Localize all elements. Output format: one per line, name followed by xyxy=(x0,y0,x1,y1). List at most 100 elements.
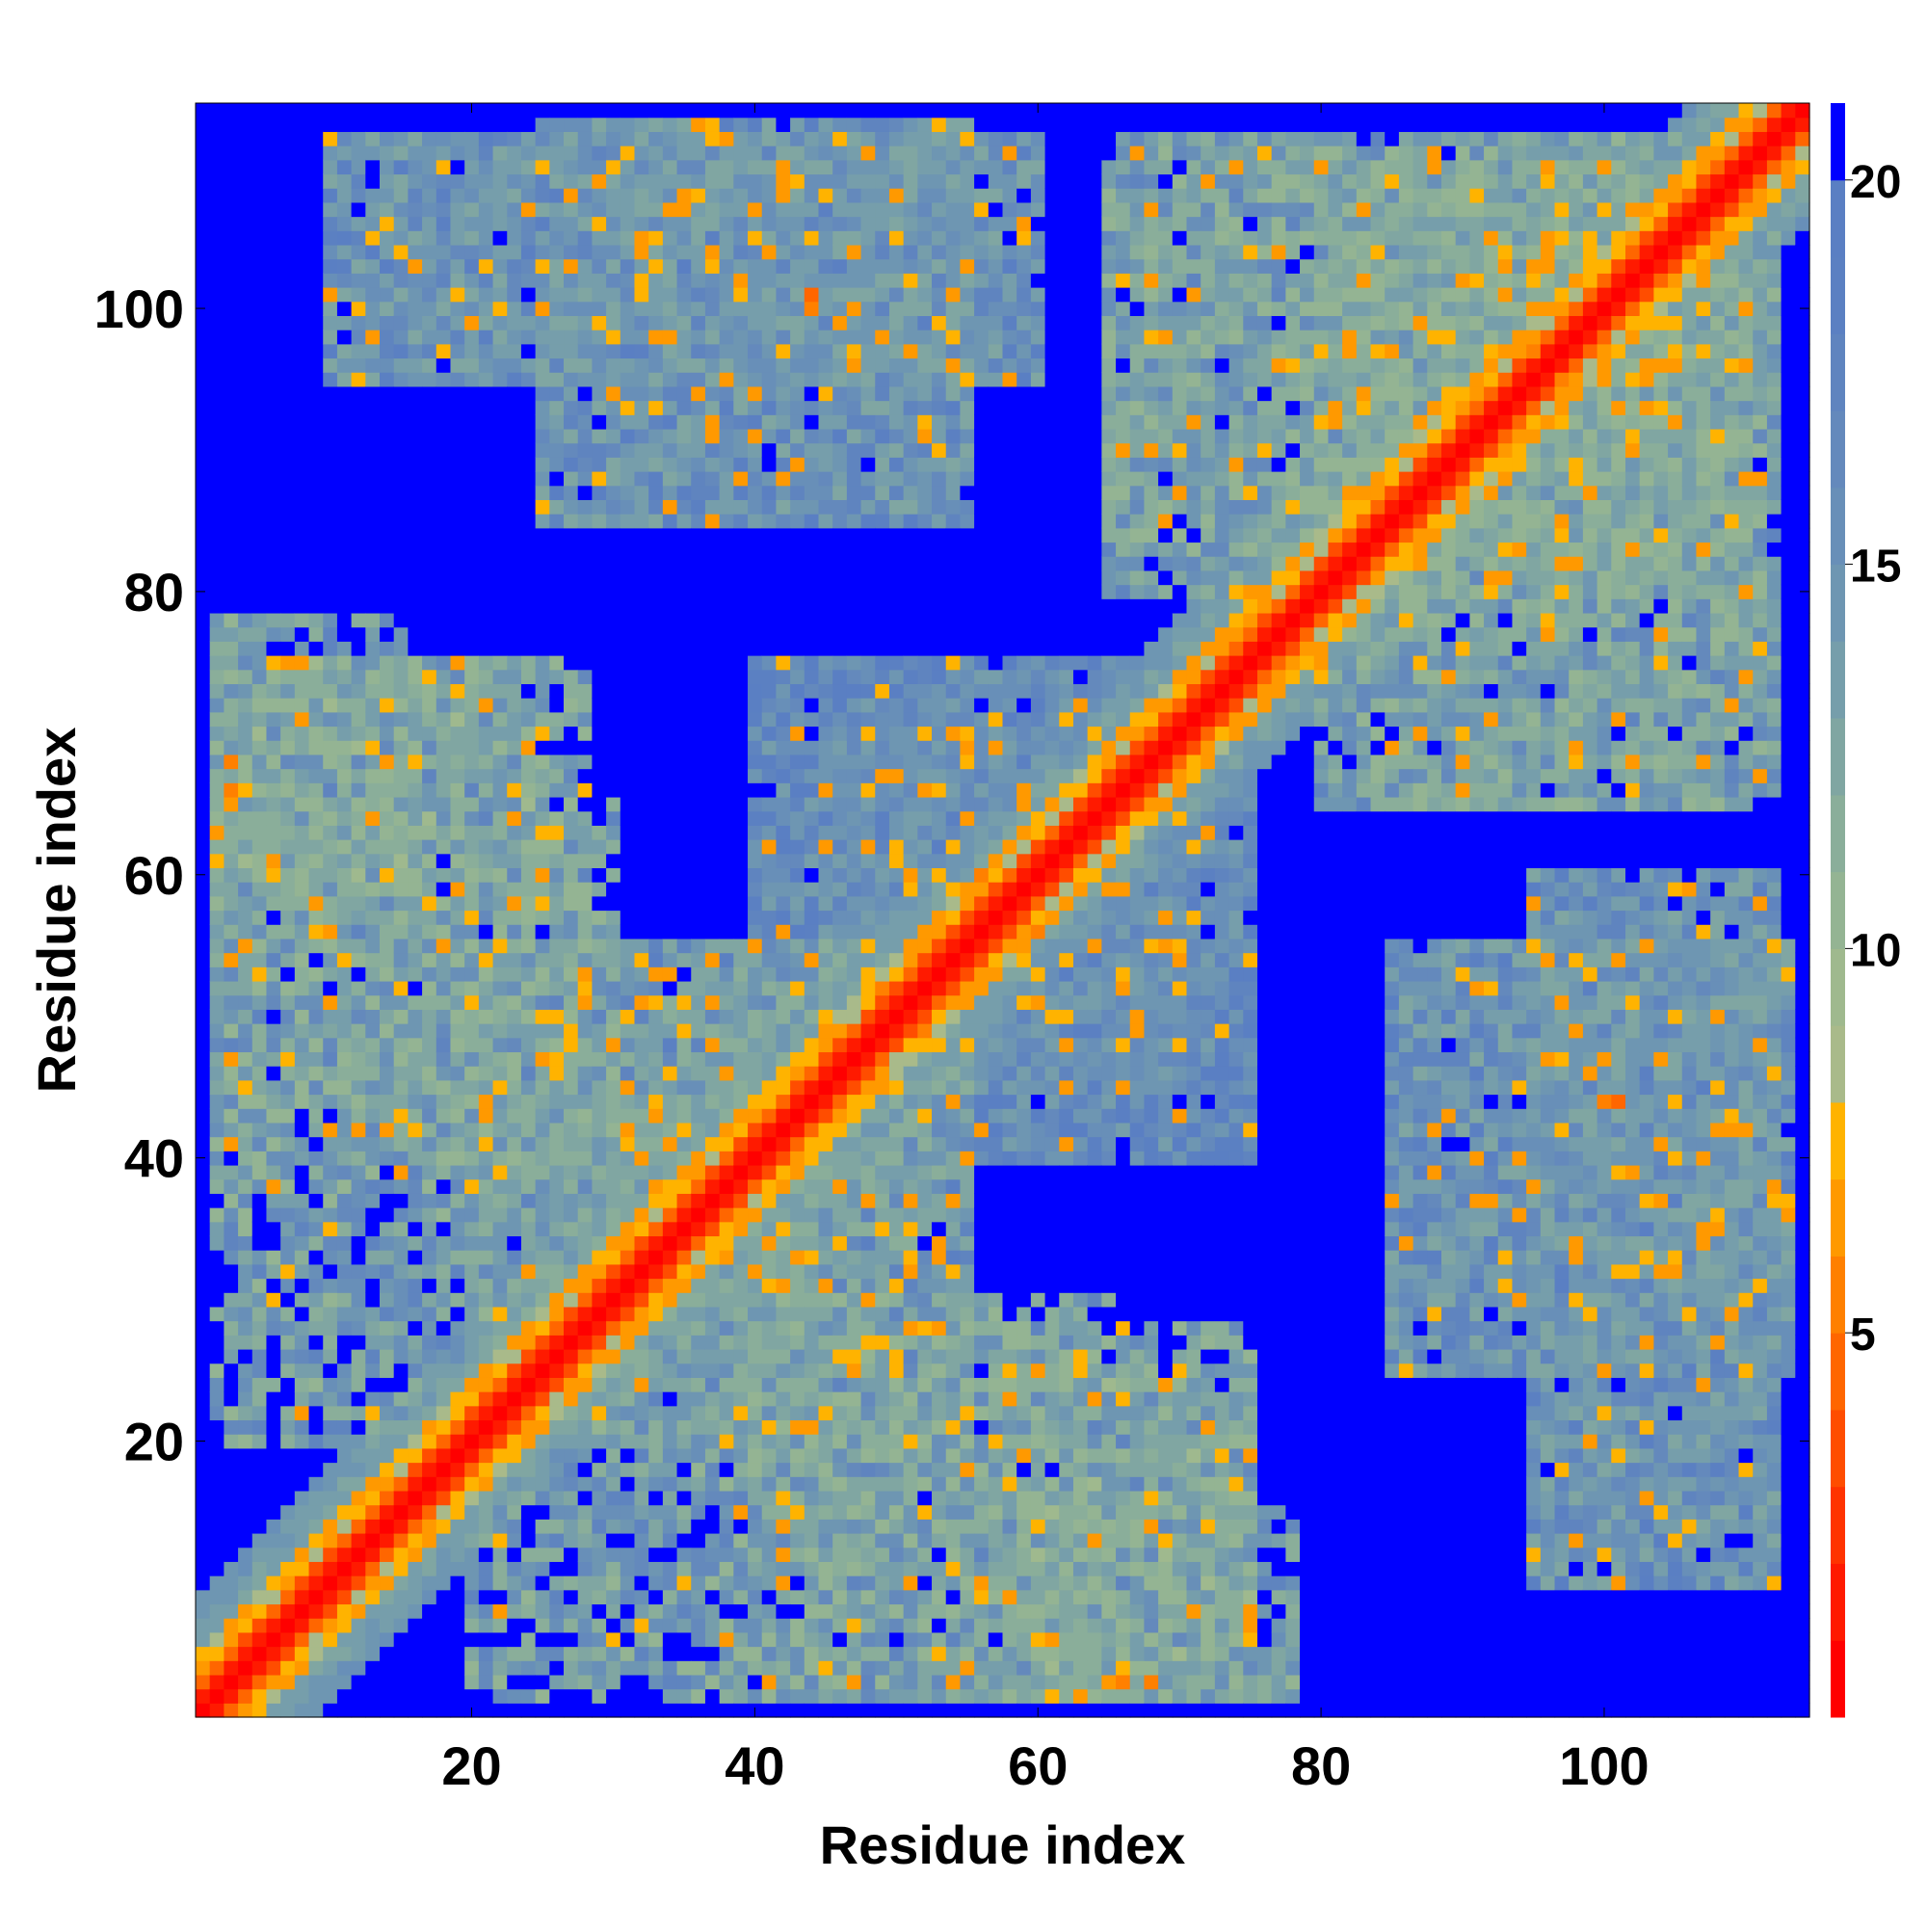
heatmap-cell xyxy=(408,1079,423,1096)
heatmap-cell xyxy=(351,485,366,500)
heatmap-cell xyxy=(209,1306,224,1322)
heatmap-cell xyxy=(620,853,636,869)
heatmap-cell xyxy=(308,980,324,996)
heatmap-cell xyxy=(662,1164,678,1180)
heatmap-cell xyxy=(351,1703,366,1718)
heatmap-cell xyxy=(520,1377,537,1392)
heatmap-cell xyxy=(704,1631,721,1648)
heatmap-cell xyxy=(719,315,734,331)
heatmap-cell xyxy=(224,1164,239,1180)
heatmap-cell xyxy=(336,1221,353,1237)
heatmap-cell xyxy=(592,1405,607,1421)
heatmap-cell xyxy=(592,669,607,685)
heatmap-cell xyxy=(280,117,296,132)
heatmap-cell xyxy=(238,768,253,783)
heatmap-cell xyxy=(564,1377,579,1392)
heatmap-cell xyxy=(380,584,395,599)
heatmap-cell xyxy=(676,994,692,1010)
heatmap-cell xyxy=(676,485,692,500)
heatmap-cell xyxy=(408,810,423,826)
heatmap-cell xyxy=(577,867,593,883)
heatmap-cell xyxy=(592,485,607,500)
heatmap-cell xyxy=(676,201,692,218)
heatmap-cell xyxy=(577,1178,593,1194)
heatmap-cell xyxy=(704,1278,721,1293)
heatmap-cell xyxy=(238,1292,253,1308)
heatmap-cell xyxy=(648,542,664,557)
heatmap-cell xyxy=(520,1164,537,1180)
heatmap-cell xyxy=(492,1108,508,1124)
heatmap-cell xyxy=(790,1434,805,1449)
heatmap-cell xyxy=(308,159,324,175)
heatmap-cell xyxy=(719,1547,734,1562)
heatmap-cell xyxy=(804,1292,820,1308)
heatmap-cell xyxy=(549,471,565,487)
heatmap-cell xyxy=(520,895,537,912)
heatmap-cell xyxy=(535,1335,550,1350)
heatmap-cell xyxy=(620,400,636,415)
heatmap-cell xyxy=(380,910,395,925)
heatmap-cell xyxy=(308,1221,324,1237)
heatmap-cell xyxy=(535,357,550,373)
heatmap-cell xyxy=(577,1504,593,1520)
heatmap-cell xyxy=(704,1519,721,1534)
heatmap-cell xyxy=(564,669,579,685)
heatmap-cell xyxy=(308,273,324,288)
heatmap-cell xyxy=(238,796,253,812)
heatmap-cell xyxy=(577,556,593,571)
heatmap-cell xyxy=(676,1193,692,1208)
heatmap-cell xyxy=(380,1051,395,1067)
heatmap-cell xyxy=(776,400,791,415)
heatmap-cell xyxy=(634,230,649,246)
heatmap-cell xyxy=(761,612,778,628)
heatmap-cell xyxy=(676,726,692,741)
heatmap-cell xyxy=(606,1306,621,1322)
heatmap-cell xyxy=(520,825,537,840)
heatmap-cell xyxy=(606,882,621,897)
heatmap-cell xyxy=(380,1618,395,1633)
heatmap-cell xyxy=(478,1674,494,1690)
heatmap-cell xyxy=(507,216,522,231)
heatmap-cell xyxy=(748,1532,763,1548)
heatmap-cell xyxy=(761,1079,778,1096)
heatmap-cell xyxy=(251,1094,268,1109)
heatmap-cell xyxy=(323,442,338,458)
heatmap-cell xyxy=(520,1136,537,1151)
heatmap-cell xyxy=(422,853,437,869)
heatmap-cell xyxy=(520,853,537,869)
heatmap-cell xyxy=(266,1207,281,1223)
heatmap-cell xyxy=(393,556,409,571)
heatmap-cell xyxy=(478,1532,494,1548)
heatmap-cell xyxy=(733,867,749,883)
heatmap-cell xyxy=(719,1151,734,1166)
heatmap-cell xyxy=(790,188,805,203)
heatmap-cell xyxy=(251,612,268,628)
heatmap-cell xyxy=(549,1561,565,1576)
heatmap-cell xyxy=(251,1476,268,1492)
heatmap-cell xyxy=(478,754,494,770)
heatmap-cell xyxy=(351,1235,366,1251)
heatmap-cell xyxy=(592,683,607,699)
heatmap-cell xyxy=(634,1320,649,1336)
heatmap-cell xyxy=(365,1391,381,1407)
heatmap-cell xyxy=(662,357,678,373)
heatmap-cell xyxy=(592,1335,607,1350)
heatmap-cell xyxy=(520,1589,537,1605)
heatmap-cell xyxy=(464,1320,480,1336)
heatmap-cell xyxy=(620,1377,636,1392)
heatmap-cell xyxy=(308,428,324,444)
heatmap-cell xyxy=(564,1646,579,1661)
heatmap-cell xyxy=(704,584,721,599)
heatmap-cell xyxy=(549,895,565,912)
heatmap-cell xyxy=(323,159,338,175)
heatmap-cell xyxy=(393,1263,409,1280)
heatmap-cell xyxy=(620,626,636,642)
heatmap-cell xyxy=(196,598,211,614)
heatmap-cell xyxy=(520,1235,537,1251)
heatmap-cell xyxy=(549,159,565,175)
heatmap-cell xyxy=(336,1023,353,1039)
heatmap-cell xyxy=(648,895,664,912)
heatmap-cell xyxy=(535,1618,550,1633)
heatmap-cell xyxy=(592,1235,607,1251)
heatmap-cell xyxy=(280,1250,296,1265)
